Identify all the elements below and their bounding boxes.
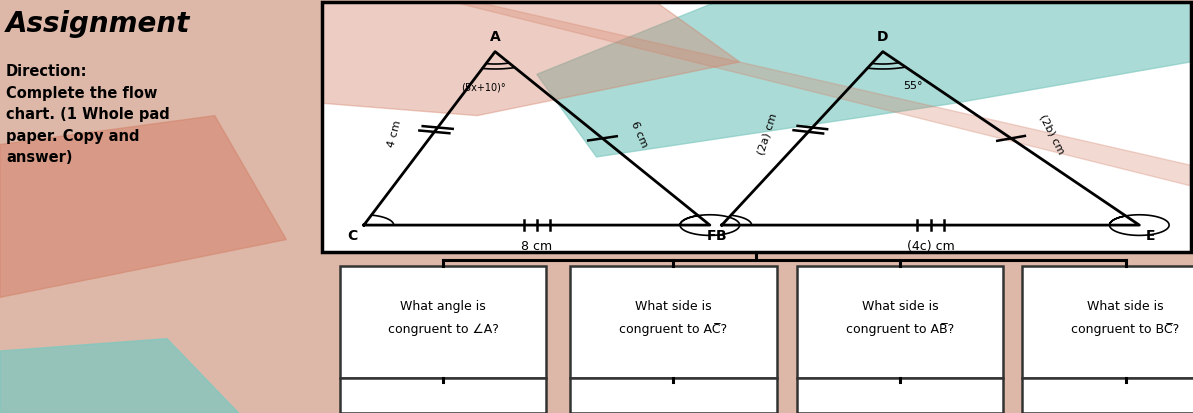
Text: F: F: [706, 229, 716, 243]
Bar: [797, 378, 1003, 413]
Bar: [322, 2, 1191, 252]
Bar: [570, 378, 777, 413]
Text: (2a) cm: (2a) cm: [755, 112, 778, 157]
Text: Direction:
Complete the flow
chart. (1 Whole pad
paper. Copy and
answer): Direction: Complete the flow chart. (1 W…: [6, 64, 169, 166]
Text: C: C: [347, 229, 358, 243]
Text: B: B: [716, 229, 727, 243]
Text: Assignment: Assignment: [6, 10, 191, 38]
Bar: [1022, 266, 1193, 378]
Bar: [340, 266, 546, 378]
Bar: [797, 266, 1003, 378]
Polygon shape: [0, 116, 286, 297]
Text: 55°: 55°: [903, 81, 922, 90]
Polygon shape: [453, 2, 1191, 186]
Text: What side is
congruent to AC̅?: What side is congruent to AC̅?: [619, 300, 728, 336]
Polygon shape: [322, 2, 740, 116]
Text: A: A: [489, 30, 501, 44]
Text: E: E: [1145, 229, 1155, 243]
Text: (2b) cm: (2b) cm: [1037, 113, 1067, 156]
Bar: [322, 2, 1191, 252]
Text: What angle is
congruent to ∠A?: What angle is congruent to ∠A?: [388, 300, 499, 336]
Bar: [340, 378, 546, 413]
Text: D: D: [877, 30, 889, 44]
Text: (4c) cm: (4c) cm: [907, 240, 954, 252]
Text: 4 cm: 4 cm: [387, 120, 403, 149]
Text: What side is
congruent to BC̅?: What side is congruent to BC̅?: [1071, 300, 1180, 336]
Polygon shape: [0, 339, 239, 413]
Bar: [1022, 378, 1193, 413]
Polygon shape: [537, 2, 1191, 157]
Text: (5x+10)°: (5x+10)°: [460, 83, 506, 93]
Bar: [570, 266, 777, 378]
Text: What side is
congruent to AB̅?: What side is congruent to AB̅?: [846, 300, 954, 336]
Text: 8 cm: 8 cm: [521, 240, 552, 252]
Text: 6 cm: 6 cm: [629, 120, 649, 149]
